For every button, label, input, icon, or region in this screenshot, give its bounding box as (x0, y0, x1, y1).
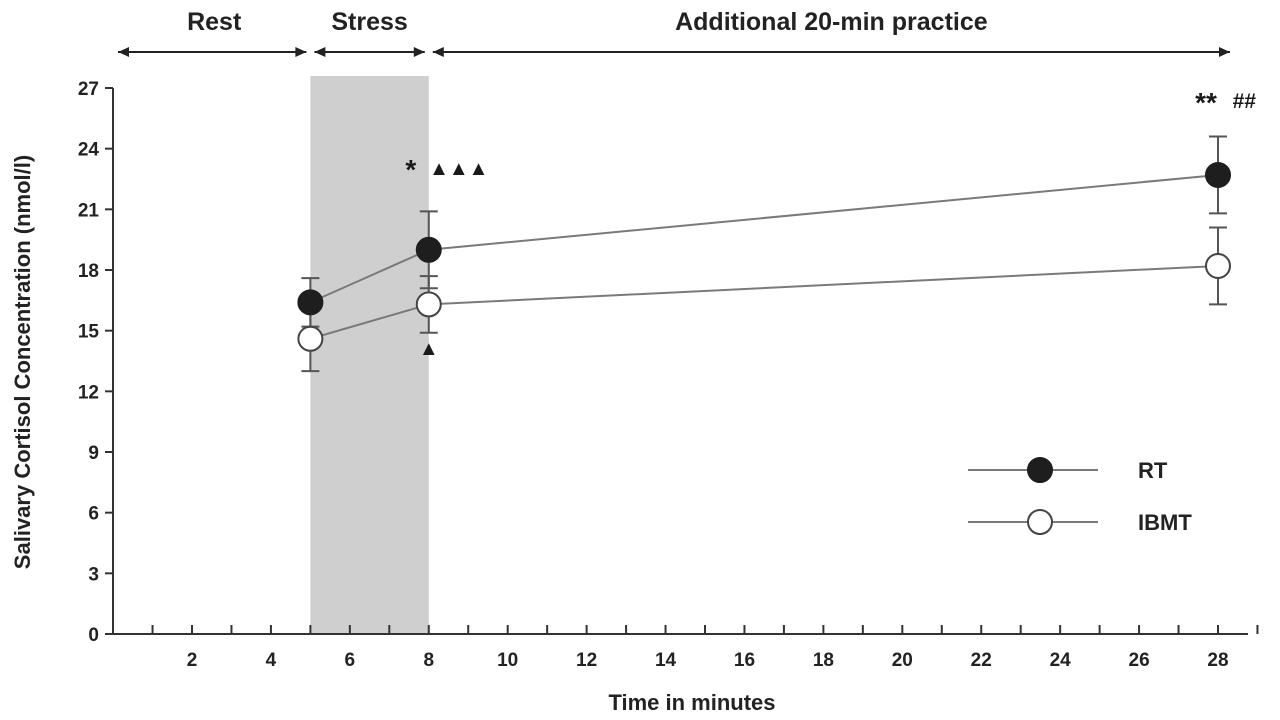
legend: RT IBMT (968, 457, 1192, 535)
x-tick-label: 24 (1050, 650, 1072, 671)
y-tick-label: 15 (78, 322, 100, 343)
x-tick-label: 4 (266, 650, 277, 671)
stress-shaded-region (310, 76, 429, 634)
y-tick-label: 0 (88, 625, 99, 646)
x-tick-label: 20 (892, 650, 913, 671)
data-point-rt (415, 236, 442, 263)
arrow-head (295, 47, 307, 57)
data-point-rt (297, 289, 324, 316)
legend-marker-ibmt (1027, 509, 1053, 535)
data-point-rt (1205, 161, 1231, 188)
phase-label: Stress (331, 8, 407, 36)
y-tick-label: 3 (88, 564, 99, 585)
y-tick-label: 18 (78, 261, 99, 282)
x-tick-label: 2 (187, 650, 198, 671)
x-tick-label: 14 (655, 650, 677, 671)
legend-marker-rt (1027, 457, 1053, 483)
shaded-region-layer (310, 76, 429, 634)
legend-label-ibmt: IBMT (1138, 510, 1192, 535)
y-axis-title: Salivary Cortisol Concentration (nmol/l) (10, 155, 35, 569)
data-point-ibmt (1205, 252, 1231, 279)
arrow-head (118, 47, 129, 57)
phase-label: Additional 20-min practice (675, 8, 988, 36)
legend-label-rt: RT (1138, 458, 1168, 483)
significance-marker: ▲ (419, 338, 439, 360)
arrow-head (413, 47, 425, 57)
y-tick-label: 27 (78, 79, 99, 100)
significance-marker: ## (1232, 90, 1256, 113)
x-tick-label: 26 (1129, 650, 1150, 671)
phase-label: Rest (187, 8, 242, 36)
significance-annotations: * ▲▲▲▲** ## (405, 87, 1256, 360)
x-tick-label: 28 (1207, 650, 1228, 671)
x-tick-label: 6 (345, 650, 356, 671)
x-tick-label: 22 (971, 650, 992, 671)
y-tick-label: 9 (88, 443, 99, 464)
x-tick-label: 10 (497, 650, 518, 671)
phase-annotations: Rest Stress Additional 20-min practice (118, 8, 1230, 57)
series-layer (297, 135, 1231, 373)
series-line-ibmt (310, 264, 1219, 340)
x-tick-label: 16 (734, 650, 755, 671)
y-tick-label: 6 (88, 504, 99, 525)
x-tick-label: 12 (576, 650, 597, 671)
significance-marker: * (405, 154, 416, 185)
arrow-head (1219, 47, 1230, 57)
data-point-ibmt (297, 325, 324, 352)
arrow-head (432, 47, 444, 57)
arrow-head (314, 47, 326, 57)
y-tick-label: 21 (78, 200, 100, 221)
y-tick-label: 12 (78, 382, 99, 403)
series-line-rt (309, 173, 1219, 304)
y-tick-label: 24 (78, 140, 100, 161)
significance-marker: ▲▲▲ (429, 158, 488, 180)
x-tick-label: 18 (813, 650, 834, 671)
x-axis-title: Time in minutes (608, 690, 775, 715)
x-tick-label: 8 (423, 650, 434, 671)
significance-marker: ** (1195, 87, 1217, 118)
data-point-ibmt (415, 291, 442, 318)
